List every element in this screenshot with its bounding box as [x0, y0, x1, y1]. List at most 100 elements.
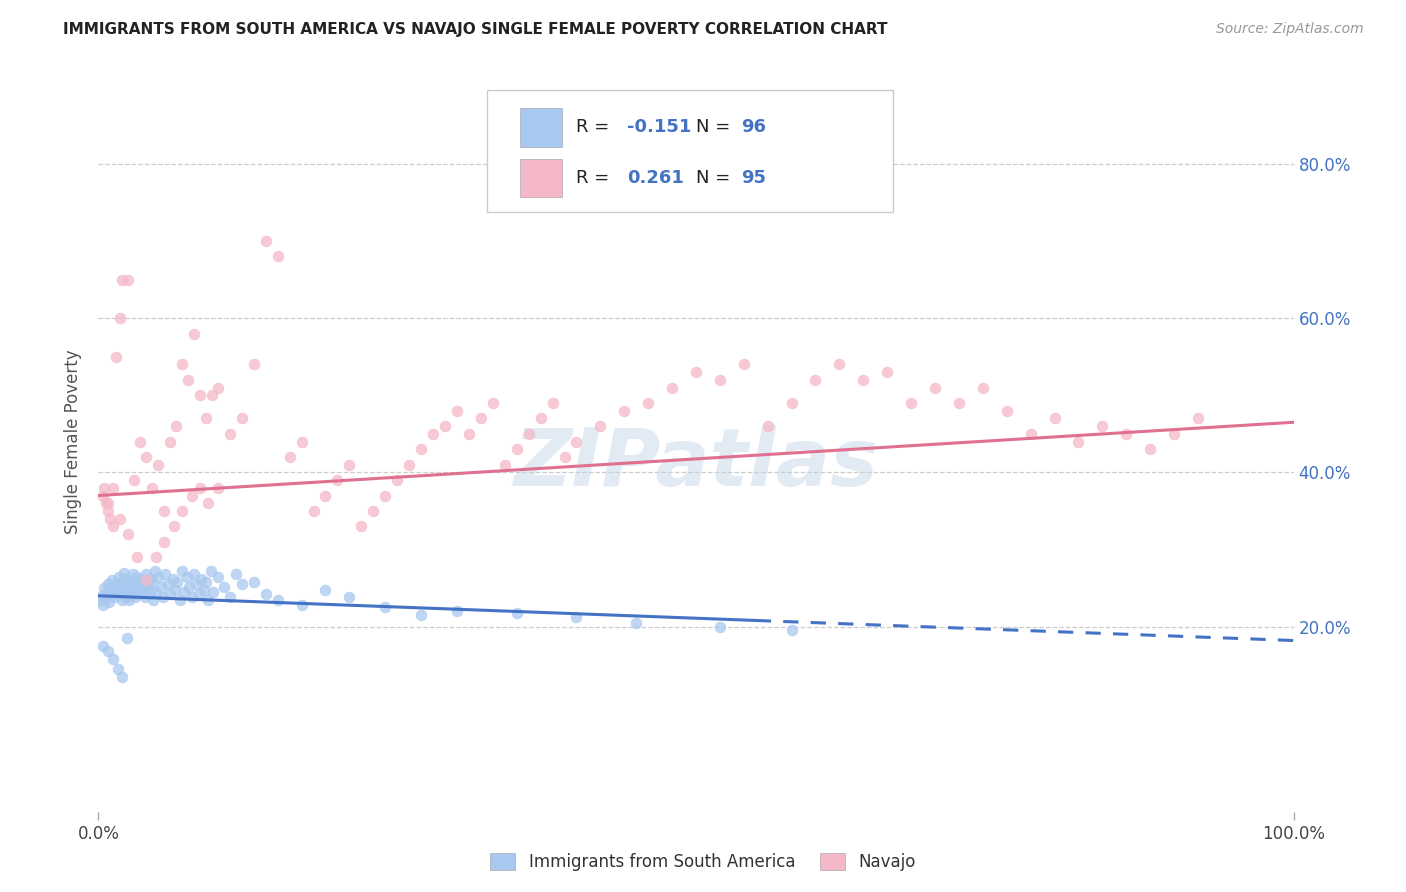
Point [93, 581, 115, 595]
Point [143, 564, 166, 578]
Point [94, 587, 117, 601]
Point [201, 388, 224, 402]
Legend: Immigrants from South America, Navajo: Immigrants from South America, Navajo [482, 845, 924, 880]
Point [613, 403, 636, 417]
Point [446, 403, 468, 417]
Point [97, 504, 120, 518]
Point [129, 577, 152, 591]
Text: N =: N = [696, 119, 735, 136]
Point [172, 564, 194, 578]
Point [149, 580, 172, 594]
Point [852, 373, 875, 387]
Point [900, 396, 922, 410]
Text: 0.261: 0.261 [627, 169, 683, 186]
Point [565, 610, 588, 624]
Point [125, 569, 148, 583]
Point [91, 598, 114, 612]
Point [446, 604, 468, 618]
Point [197, 496, 219, 510]
Point [135, 567, 157, 582]
Point [108, 511, 131, 525]
Point [948, 396, 970, 410]
Point [506, 606, 529, 620]
Point [219, 591, 242, 605]
Point [159, 434, 181, 449]
Point [207, 569, 229, 583]
Point [139, 572, 162, 586]
Point [302, 504, 325, 518]
Point [385, 473, 409, 487]
Point [98, 582, 122, 597]
Point [105, 350, 128, 364]
Point [190, 572, 212, 586]
Point [124, 591, 146, 605]
Point [626, 615, 648, 630]
Point [374, 489, 396, 503]
Point [176, 569, 198, 583]
Point [267, 250, 290, 264]
Point [972, 380, 994, 394]
Point [165, 419, 187, 434]
Point [219, 426, 242, 441]
Point [100, 574, 122, 588]
Point [661, 380, 683, 394]
Point [254, 587, 277, 601]
Point [541, 396, 564, 410]
Point [780, 624, 803, 638]
Point [434, 419, 457, 434]
Point [91, 639, 114, 653]
Point [188, 388, 211, 402]
Point [200, 564, 222, 578]
Point [278, 450, 301, 464]
Point [1115, 426, 1137, 441]
Point [108, 582, 131, 597]
Point [1187, 411, 1209, 425]
Text: N =: N = [696, 169, 735, 186]
Point [131, 572, 153, 586]
Point [145, 585, 167, 599]
Point [110, 574, 132, 589]
Point [709, 619, 731, 633]
Point [135, 574, 157, 588]
Point [115, 572, 138, 586]
Point [91, 489, 114, 503]
Point [141, 574, 163, 589]
Point [163, 582, 186, 597]
Point [315, 582, 337, 597]
Point [291, 598, 314, 612]
Point [153, 504, 176, 518]
Point [995, 403, 1018, 417]
Point [148, 569, 170, 583]
Point [374, 600, 396, 615]
Point [117, 582, 139, 597]
FancyBboxPatch shape [486, 90, 893, 212]
Point [685, 365, 707, 379]
Point [202, 585, 225, 599]
Point [114, 580, 136, 594]
Point [494, 458, 516, 472]
Point [97, 577, 120, 591]
Point [101, 585, 124, 599]
Point [186, 577, 208, 591]
Point [195, 411, 218, 425]
Point [1139, 442, 1161, 457]
Point [339, 591, 361, 605]
Point [180, 591, 202, 605]
Point [101, 652, 124, 666]
Point [125, 550, 148, 565]
Point [187, 587, 209, 601]
Point [1067, 434, 1090, 449]
Point [517, 426, 540, 441]
Point [139, 582, 162, 597]
Point [207, 380, 229, 394]
Point [225, 567, 247, 582]
Point [129, 434, 152, 449]
Point [111, 272, 134, 286]
Point [115, 631, 138, 645]
Point [166, 574, 188, 589]
Point [243, 358, 266, 372]
Point [118, 592, 141, 607]
Point [780, 396, 803, 410]
Point [142, 592, 165, 607]
Point [180, 489, 202, 503]
